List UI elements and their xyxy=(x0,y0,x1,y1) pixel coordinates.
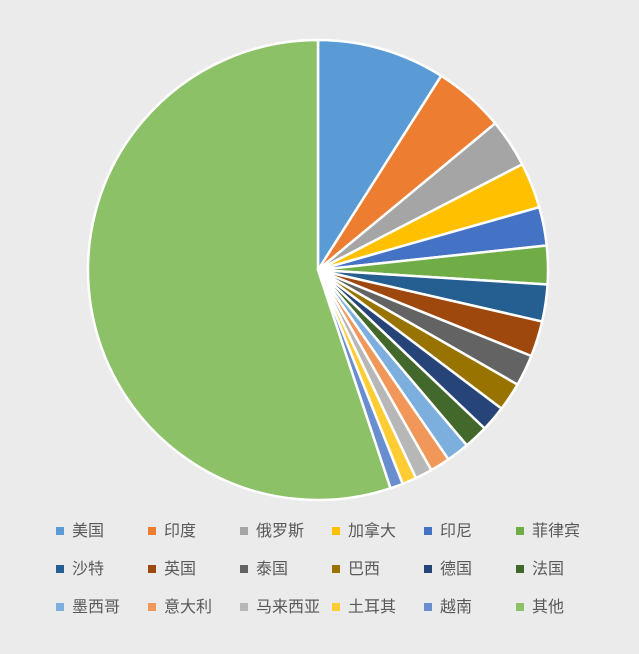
legend-swatch xyxy=(56,603,64,611)
legend-swatch xyxy=(148,565,156,573)
legend-item: 美国 xyxy=(48,520,140,542)
legend-label: 土耳其 xyxy=(348,597,397,616)
legend-item: 俄罗斯 xyxy=(232,520,324,542)
legend-label: 德国 xyxy=(440,559,473,578)
legend-label: 印度 xyxy=(164,521,197,540)
legend-swatch xyxy=(516,603,524,611)
legend-label: 沙特 xyxy=(72,559,105,578)
legend-item: 英国 xyxy=(140,558,232,580)
legend-label: 加拿大 xyxy=(348,521,397,540)
legend-item: 越南 xyxy=(416,596,508,618)
legend-label: 其他 xyxy=(532,597,565,616)
legend-swatch xyxy=(148,603,156,611)
legend-item: 加拿大 xyxy=(324,520,416,542)
legend-swatch xyxy=(424,527,432,535)
legend-label: 英国 xyxy=(164,559,197,578)
legend-item: 菲律宾 xyxy=(508,520,600,542)
legend-swatch xyxy=(332,565,340,573)
legend-swatch xyxy=(424,565,432,573)
legend-swatch xyxy=(332,527,340,535)
legend-swatch xyxy=(148,527,156,535)
pie-slice-0 xyxy=(316,38,443,272)
chart-legend: 美国 印度 俄罗斯 加拿大 印尼 菲律宾沙特 英国 泰国 巴西 德国 法国墨西哥 意大利 马来西亚 土耳其… xyxy=(48,520,628,618)
legend-item: 德国 xyxy=(416,558,508,580)
legend-item: 印度 xyxy=(140,520,232,542)
legend-swatch xyxy=(240,527,248,535)
legend-item: 其他 xyxy=(508,596,600,618)
legend-item: 意大利 xyxy=(140,596,232,618)
legend-label: 菲律宾 xyxy=(532,521,581,540)
legend-label: 意大利 xyxy=(164,597,213,616)
legend-label: 美国 xyxy=(72,521,105,540)
pie-plot-area xyxy=(86,38,550,502)
legend-item: 马来西亚 xyxy=(232,596,324,618)
legend-label: 俄罗斯 xyxy=(256,521,305,540)
legend-swatch xyxy=(424,603,432,611)
legend-swatch xyxy=(56,527,64,535)
legend-label: 巴西 xyxy=(348,559,381,578)
legend-item: 土耳其 xyxy=(324,596,416,618)
legend-item: 沙特 xyxy=(48,558,140,580)
legend-swatch xyxy=(516,565,524,573)
legend-label: 越南 xyxy=(440,597,473,616)
legend-item: 泰国 xyxy=(232,558,324,580)
legend-swatch xyxy=(240,603,248,611)
legend-item: 墨西哥 xyxy=(48,596,140,618)
legend-label: 马来西亚 xyxy=(256,597,321,616)
legend-item: 印尼 xyxy=(416,520,508,542)
legend-swatch xyxy=(332,603,340,611)
legend-item: 法国 xyxy=(508,558,600,580)
legend-swatch xyxy=(56,565,64,573)
legend-swatch xyxy=(240,565,248,573)
legend-item: 巴西 xyxy=(324,558,416,580)
legend-label: 印尼 xyxy=(440,521,473,540)
legend-label: 墨西哥 xyxy=(72,597,121,616)
pie-slice-17 xyxy=(86,38,392,502)
legend-swatch xyxy=(516,527,524,535)
legend-label: 法国 xyxy=(532,559,565,578)
legend-label: 泰国 xyxy=(256,559,289,578)
